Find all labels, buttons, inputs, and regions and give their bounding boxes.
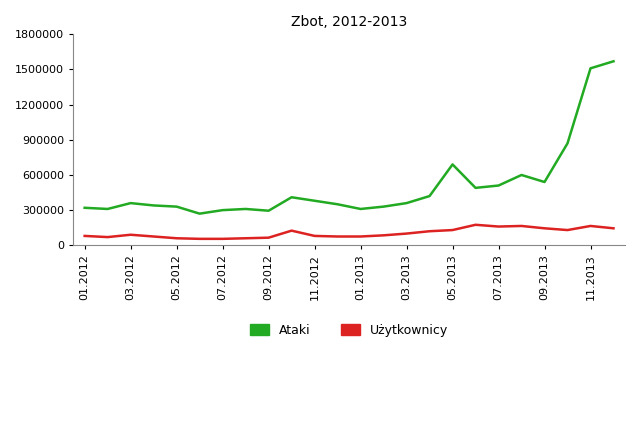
Title: Zbot, 2012-2013: Zbot, 2012-2013	[291, 15, 407, 29]
Legend: Ataki, Użytkownicy: Ataki, Użytkownicy	[244, 319, 453, 342]
